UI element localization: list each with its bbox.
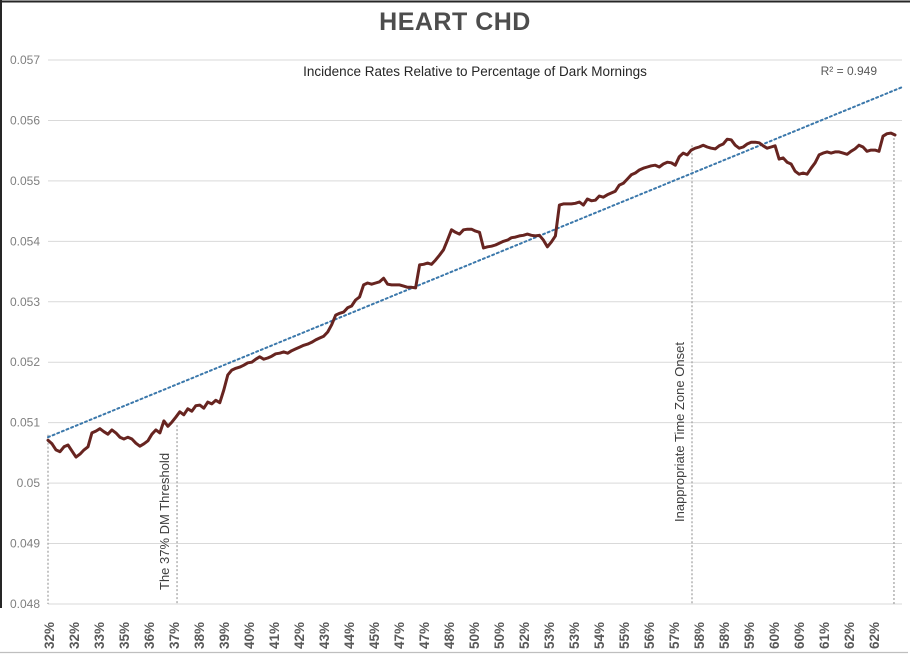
x-tick-label: 52% [517,622,532,649]
x-tick-label: 60% [792,622,807,649]
x-tick-label: 60% [767,622,782,649]
x-tick-label: 39% [217,622,232,649]
y-tick-label: 0.054 [10,234,40,248]
trendline [47,86,903,439]
annotation-label: Inappropriate Time Zone Onset [672,342,687,522]
x-tick-label: 44% [342,622,357,649]
x-tick-label: 33% [92,622,107,649]
x-tick-label: 32% [42,622,57,649]
x-tick-label: 45% [367,622,382,649]
y-tick-label: 0.051 [10,416,40,430]
chart-title: HEART CHD [379,8,531,36]
x-tick-label: 54% [592,622,607,649]
x-tick-label: 53% [567,622,582,649]
x-tick-label: 62% [867,622,882,649]
x-tick-label: 36% [142,622,157,649]
x-tick-label: 40% [242,622,257,649]
chart-subtitle: Incidence Rates Relative to Percentage o… [303,64,647,79]
x-tick-label: 53% [542,622,557,649]
x-tick-label: 38% [192,622,207,649]
series-line [46,131,897,459]
annotation-label: The 37% DM Threshold [157,453,172,590]
x-tick-label: 56% [642,622,657,649]
x-tick-label: 62% [842,622,857,649]
y-tick-label: 0.055 [10,174,40,188]
x-tick-label: 50% [467,622,482,649]
y-tick-label: 0.05 [17,476,41,490]
x-tick-label: 47% [417,622,432,649]
x-tick-label: 48% [442,622,457,649]
x-tick-label: 41% [267,622,282,649]
x-tick-label: 50% [492,622,507,649]
x-tick-label: 57% [667,622,682,649]
y-tick-label: 0.052 [10,355,40,369]
y-tick-label: 0.049 [10,537,40,551]
x-tick-label: 58% [717,622,732,649]
x-tick-label: 42% [292,622,307,649]
x-tick-label: 43% [317,622,332,649]
x-tick-label: 55% [617,622,632,649]
x-tick-label: 32% [67,622,82,649]
y-tick-label: 0.048 [10,597,40,611]
r-squared-label: R² = 0.949 [820,64,877,78]
x-tick-label: 61% [817,622,832,649]
x-tick-label: 37% [167,622,182,649]
y-tick-label: 0.056 [10,113,40,127]
y-tick-label: 0.057 [10,53,40,67]
x-tick-label: 35% [117,622,132,649]
x-tick-label: 59% [742,622,757,649]
x-tick-label: 58% [692,622,707,649]
y-tick-label: 0.053 [10,295,40,309]
x-tick-label: 47% [392,622,407,649]
